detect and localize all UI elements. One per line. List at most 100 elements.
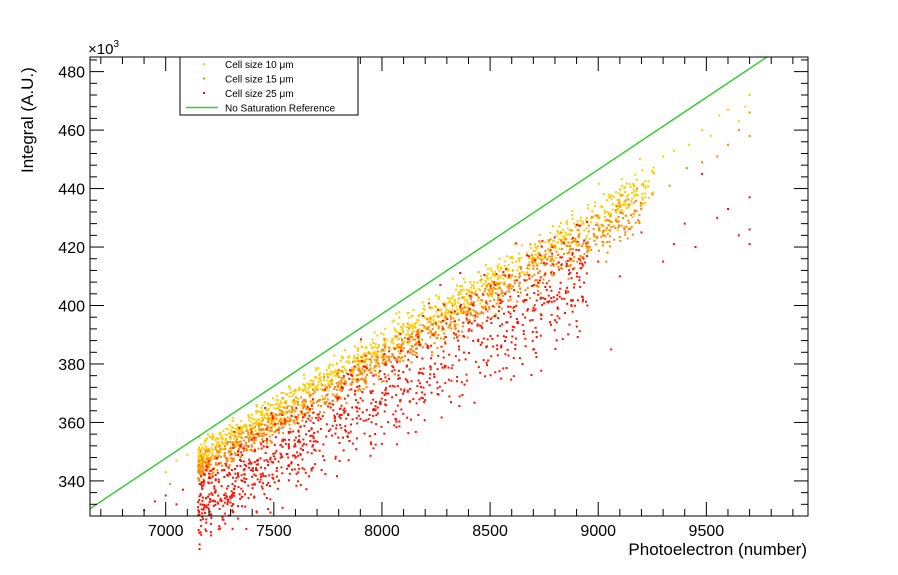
data-point: [282, 426, 285, 429]
data-point: [504, 353, 507, 356]
data-point: [614, 209, 617, 212]
data-point: [481, 305, 484, 308]
data-point: [622, 204, 625, 207]
data-point: [317, 416, 320, 419]
data-point: [218, 525, 221, 528]
data-point: [287, 456, 290, 459]
data-point: [371, 338, 374, 341]
data-point: [266, 437, 268, 440]
data-point: [641, 182, 644, 185]
data-point: [493, 298, 496, 301]
data-point: [235, 428, 238, 430]
data-point: [198, 495, 201, 498]
data-point: [206, 467, 209, 470]
data-point: [441, 389, 444, 392]
data-point: [534, 249, 537, 252]
data-point: [310, 379, 313, 382]
data-point: [560, 264, 563, 266]
data-point: [374, 351, 377, 353]
data-point: [624, 199, 627, 202]
plot-frame: [89, 56, 809, 517]
data-point: [339, 417, 342, 420]
data-point: [520, 267, 522, 270]
data-point: [509, 305, 512, 308]
data-point: [210, 534, 213, 537]
data-point: [230, 429, 233, 432]
data-point: [582, 240, 585, 243]
data-point: [556, 306, 559, 309]
data-point: [606, 211, 609, 213]
data-point: [436, 381, 439, 384]
data-point: [602, 229, 605, 232]
data-point: [444, 314, 447, 317]
data-point: [293, 400, 296, 403]
data-point: [497, 276, 500, 279]
data-point: [211, 449, 214, 452]
data-point: [229, 501, 232, 504]
data-point: [271, 404, 274, 407]
data-point: [245, 442, 247, 444]
data-point: [493, 315, 496, 318]
data-point: [515, 318, 518, 320]
data-point: [208, 475, 211, 478]
data-point: [322, 455, 324, 458]
data-point: [326, 385, 329, 388]
data-point: [197, 457, 200, 460]
data-point: [243, 467, 246, 470]
data-point: [360, 345, 363, 348]
data-point: [353, 355, 355, 358]
data-point: [468, 303, 471, 306]
data-point: [478, 289, 481, 291]
data-point: [582, 264, 585, 267]
data-point: [456, 380, 458, 383]
data-point: [302, 442, 305, 445]
data-point: [470, 322, 473, 325]
data-point: [468, 308, 471, 310]
data-point: [330, 373, 333, 376]
data-point: [268, 435, 271, 438]
data-point: [204, 451, 207, 454]
data-point: [253, 496, 256, 499]
data-point: [228, 495, 231, 498]
data-point: [430, 344, 432, 347]
data-point: [402, 326, 405, 329]
data-point: [744, 105, 747, 108]
x-tick-label: 7500: [256, 523, 292, 540]
data-point: [480, 341, 483, 344]
data-point: [319, 398, 322, 401]
data-point: [547, 240, 550, 243]
data-point: [244, 493, 246, 496]
data-point: [229, 450, 232, 453]
data-point: [374, 369, 377, 372]
data-point: [210, 522, 212, 525]
data-point: [625, 225, 628, 228]
data-point: [459, 304, 461, 307]
data-point: [515, 337, 517, 340]
data-point: [250, 430, 253, 433]
data-point: [563, 235, 566, 238]
data-point: [310, 404, 313, 407]
data-point: [451, 297, 454, 300]
data-point: [373, 346, 376, 348]
data-point: [632, 213, 635, 216]
data-point: [240, 474, 243, 477]
data-point: [534, 326, 537, 329]
x-tick-label: 8500: [472, 523, 508, 540]
data-point: [638, 214, 641, 217]
data-point: [347, 394, 349, 397]
data-point: [399, 400, 402, 403]
data-point: [427, 328, 430, 331]
data-point: [347, 360, 350, 363]
data-point: [358, 370, 361, 373]
data-point: [408, 324, 411, 327]
data-point: [247, 496, 250, 499]
data-point: [257, 447, 260, 450]
data-point: [164, 494, 167, 497]
data-point: [581, 262, 583, 265]
data-point: [576, 299, 579, 302]
data-point: [488, 308, 491, 311]
data-point: [278, 404, 281, 407]
y-axis-label: Integral (A.U.): [18, 67, 37, 173]
y-tick-label: 380: [58, 357, 85, 374]
data-point: [282, 432, 285, 435]
